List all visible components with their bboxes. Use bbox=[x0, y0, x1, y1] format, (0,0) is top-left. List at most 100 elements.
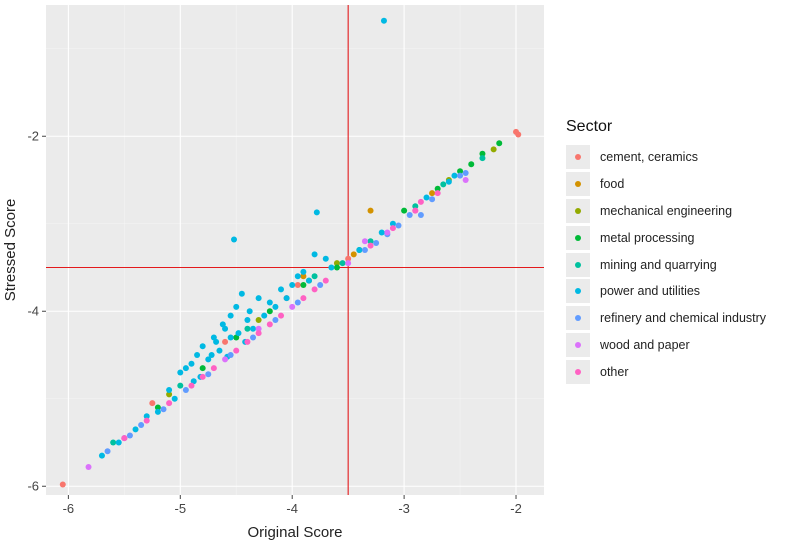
scatter-point bbox=[462, 177, 469, 183]
scatter-point bbox=[233, 347, 240, 354]
scatter-point bbox=[255, 317, 262, 323]
scatter-point bbox=[294, 273, 301, 280]
scatter-point bbox=[313, 209, 320, 216]
legend-item: mining and quarrying bbox=[566, 251, 798, 278]
scatter-point bbox=[373, 240, 380, 246]
scatter-point bbox=[182, 365, 189, 372]
legend-key bbox=[566, 145, 590, 170]
legend-label: food bbox=[600, 177, 625, 192]
scatter-point bbox=[250, 325, 257, 332]
y-tick-label: -2 bbox=[27, 128, 39, 143]
scatter-point bbox=[367, 242, 374, 249]
scatter-point bbox=[440, 181, 447, 188]
scatter-point bbox=[222, 338, 229, 345]
legend-key bbox=[566, 332, 590, 357]
scatter-point bbox=[177, 382, 184, 389]
scatter-point bbox=[246, 308, 253, 315]
scatter-point bbox=[479, 150, 486, 157]
legend-key bbox=[566, 359, 590, 384]
scatter-point bbox=[389, 220, 396, 227]
scatter-point bbox=[266, 321, 273, 328]
scatter-point bbox=[350, 251, 357, 258]
scatter-point bbox=[208, 352, 215, 358]
scatter-point bbox=[255, 330, 262, 337]
scatter-point bbox=[227, 334, 234, 341]
legend-key bbox=[566, 252, 590, 277]
scatter-point bbox=[227, 352, 234, 358]
scatter-point bbox=[429, 196, 436, 203]
scatter-point bbox=[300, 295, 307, 302]
scatter-point bbox=[235, 330, 242, 337]
legend-label: power and utilities bbox=[600, 284, 701, 299]
scatter-point bbox=[429, 190, 436, 197]
x-axis-ticks: -6 -5 -4 -3 -2 bbox=[63, 495, 522, 516]
scatter-point bbox=[188, 382, 195, 389]
scatter-point bbox=[311, 286, 318, 293]
scatter-point bbox=[149, 400, 156, 407]
scatter-point bbox=[333, 260, 340, 267]
legend-dot bbox=[575, 207, 581, 214]
scatter-point bbox=[311, 251, 318, 258]
legend-dot bbox=[575, 154, 581, 161]
scatter-point bbox=[311, 273, 318, 280]
scatter-point bbox=[417, 212, 424, 218]
legend-key bbox=[566, 198, 590, 223]
scatter-point bbox=[445, 178, 452, 185]
legend-dot bbox=[575, 315, 581, 322]
scatter-point bbox=[255, 325, 262, 332]
legend-label: other bbox=[600, 364, 629, 379]
scatter-point bbox=[423, 194, 430, 201]
legend-item: mechanical engineering bbox=[566, 198, 798, 225]
scatter-point bbox=[238, 290, 245, 297]
legend-label: cement, ceramics bbox=[600, 150, 698, 165]
scatter-point bbox=[434, 185, 441, 192]
scatter-point bbox=[121, 435, 128, 442]
scatter-point bbox=[339, 260, 346, 267]
legend-label: refinery and chemical industry bbox=[600, 311, 767, 326]
legend-label: mechanical engineering bbox=[600, 203, 733, 218]
scatter-point bbox=[367, 238, 374, 245]
scatter-point bbox=[294, 299, 301, 306]
scatter-point bbox=[389, 225, 396, 232]
scatter-point bbox=[412, 203, 419, 210]
scatter-point bbox=[166, 391, 173, 398]
scatter-point bbox=[490, 146, 497, 153]
data-points bbox=[59, 17, 522, 488]
y-axis-ticks: -6 -4 -2 bbox=[27, 128, 46, 493]
major-gridlines bbox=[46, 5, 544, 495]
scatter-point bbox=[451, 172, 458, 179]
legend-dot bbox=[575, 261, 581, 268]
scatter-point bbox=[222, 356, 229, 363]
y-tick-label: -4 bbox=[27, 303, 39, 318]
scatter-point bbox=[166, 387, 173, 393]
legend-item: cement, ceramics bbox=[566, 144, 798, 171]
scatter-point bbox=[412, 207, 419, 214]
scatter-point bbox=[231, 236, 238, 243]
scatter-point bbox=[395, 222, 402, 229]
scatter-point bbox=[457, 168, 464, 175]
legend-key bbox=[566, 306, 590, 331]
legend: Sector cement, ceramics food mechanical en… bbox=[566, 116, 798, 385]
scatter-point bbox=[289, 303, 296, 310]
y-axis-title: Stressed Score bbox=[2, 199, 19, 302]
scatter-point bbox=[154, 408, 161, 415]
scatter-point bbox=[182, 387, 189, 393]
legend-label: mining and quarrying bbox=[600, 257, 717, 272]
scatter-point bbox=[210, 365, 217, 372]
scatter-point bbox=[361, 238, 368, 245]
scatter-point bbox=[227, 312, 234, 319]
scatter-point bbox=[317, 282, 324, 288]
legend-title: Sector bbox=[566, 118, 613, 135]
legend-key bbox=[566, 279, 590, 304]
scatter-point bbox=[278, 312, 285, 319]
scatter-point bbox=[283, 295, 290, 302]
scatter-point bbox=[205, 371, 212, 378]
scatter-point bbox=[126, 432, 133, 439]
scatter-point bbox=[266, 308, 273, 315]
legend-item: refinery and chemical industry bbox=[566, 305, 798, 332]
legend-dot bbox=[575, 288, 581, 295]
scatter-point bbox=[233, 303, 240, 310]
scatter-point bbox=[328, 264, 335, 271]
scatter-point bbox=[266, 299, 273, 306]
x-tick-label: -6 bbox=[63, 501, 75, 516]
